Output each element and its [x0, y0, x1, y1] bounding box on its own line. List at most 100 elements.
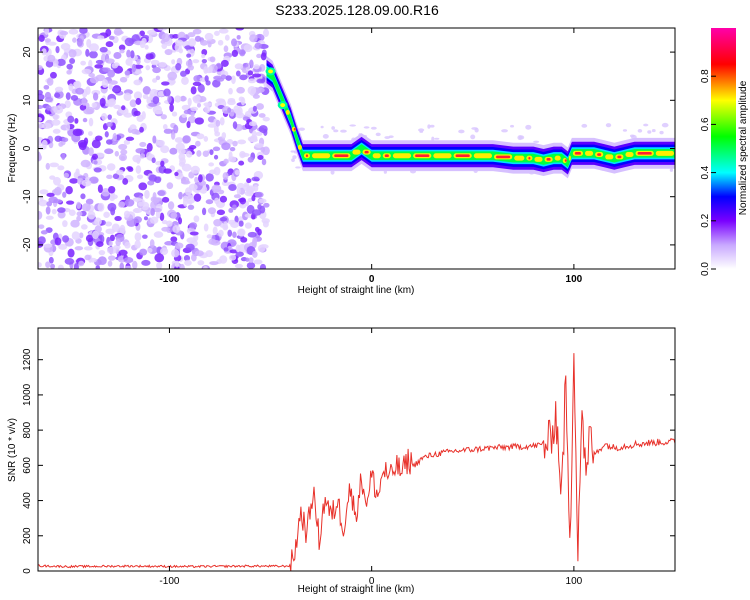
noise-blob	[212, 79, 221, 88]
noise-blob	[46, 192, 55, 198]
noise-blob	[149, 88, 159, 98]
noise-blob	[81, 203, 91, 212]
noise-blob	[68, 209, 76, 217]
noise-blob	[132, 154, 142, 163]
noise-blob	[215, 119, 221, 127]
noise-blob	[68, 83, 74, 92]
noise-blob	[245, 257, 250, 262]
noise-blob	[263, 28, 269, 38]
noise-blob	[249, 59, 254, 69]
noise-blob	[73, 262, 79, 269]
noise-blob	[101, 187, 111, 197]
noise-blob	[124, 70, 131, 76]
ridge-hotspot	[352, 149, 361, 155]
noise-blob	[123, 112, 133, 118]
noise-blob	[57, 165, 65, 171]
noise-blob	[220, 59, 229, 67]
ridge-hotspot	[585, 150, 594, 156]
noise-blob	[219, 117, 225, 126]
noise-blob	[38, 210, 43, 220]
y-tick-label: 1000	[22, 383, 33, 406]
noise-blob	[254, 42, 262, 49]
noise-blob	[122, 178, 129, 185]
noise-blob	[247, 197, 253, 203]
noise-blob	[254, 226, 260, 233]
noise-blob	[88, 117, 94, 127]
noise-blob	[160, 160, 165, 167]
noise-blob	[86, 38, 92, 48]
y-tick-label: 10	[22, 94, 33, 106]
x-tick-label: -100	[159, 274, 179, 285]
noise-blob	[216, 209, 226, 216]
noise-blob	[192, 95, 201, 102]
noise-blob	[189, 222, 198, 229]
noise-blob	[131, 63, 137, 73]
noise-blob	[254, 143, 264, 148]
noise-blob	[170, 236, 178, 243]
noise-blob	[89, 176, 99, 184]
noise-blob	[239, 74, 248, 81]
ridge-peak	[637, 152, 652, 155]
noise-blob	[153, 231, 164, 238]
noise-blob	[79, 104, 87, 111]
noise-blob	[91, 153, 99, 160]
noise-blob	[239, 197, 247, 205]
noise-blob	[181, 113, 187, 118]
noise-blob	[51, 208, 57, 215]
noise-blob	[195, 140, 201, 147]
colorbar: 0.0 0.2 0.4 0.6 0.8 Normalized spectral ampl…	[700, 28, 749, 276]
noise-blob	[193, 193, 202, 202]
noise-blob	[142, 94, 149, 100]
noise-blob	[45, 215, 54, 220]
noise-blob	[183, 255, 191, 262]
noise-blob	[157, 28, 168, 31]
noise-blob	[187, 64, 195, 71]
noise-blob	[173, 124, 179, 134]
noise-blob	[75, 87, 85, 95]
noise-blob	[45, 206, 51, 215]
noise-blob	[174, 171, 179, 177]
noise-blob	[290, 150, 295, 153]
noise-blob	[172, 225, 181, 234]
noise-blob	[133, 216, 142, 224]
noise-blob	[100, 219, 106, 226]
noise-blob	[83, 108, 94, 115]
noise-blob	[107, 69, 116, 78]
noise-blob	[187, 199, 193, 205]
noise-blob	[209, 149, 214, 156]
noise-blob	[219, 217, 228, 222]
y-tick-label: 0	[22, 568, 33, 574]
noise-blob	[185, 243, 195, 251]
noise-blob	[111, 62, 119, 69]
noise-blob	[48, 256, 54, 264]
noise-blob	[93, 167, 102, 173]
ridge-peak	[496, 155, 511, 159]
snr-line	[38, 353, 675, 571]
noise-blob	[238, 160, 245, 166]
noise-blob	[215, 98, 226, 103]
noise-blob	[131, 128, 139, 135]
noise-blob	[242, 62, 249, 68]
noise-blob	[151, 157, 156, 164]
noise-blob	[89, 43, 99, 52]
noise-blob	[114, 150, 119, 157]
noise-blob	[200, 39, 209, 46]
noise-blob	[174, 137, 184, 143]
noise-blob	[187, 115, 197, 124]
noise-blob	[67, 248, 75, 258]
noise-blob	[160, 247, 169, 256]
noise-blob	[187, 97, 192, 107]
noise-blob	[38, 93, 45, 101]
noise-blob	[154, 176, 162, 184]
noise-blob	[80, 193, 86, 200]
noise-blob	[133, 64, 144, 69]
noise-blob	[234, 169, 240, 176]
colorbar-ticks: 0.0 0.2 0.4 0.6 0.8	[700, 69, 716, 276]
noise-blob	[669, 168, 674, 172]
noise-blob	[92, 92, 99, 101]
noise-blob	[88, 147, 94, 157]
ridge-peak	[574, 152, 581, 155]
noise-blob	[52, 128, 61, 134]
noise-blob	[181, 104, 191, 111]
noise-blob	[93, 160, 98, 165]
